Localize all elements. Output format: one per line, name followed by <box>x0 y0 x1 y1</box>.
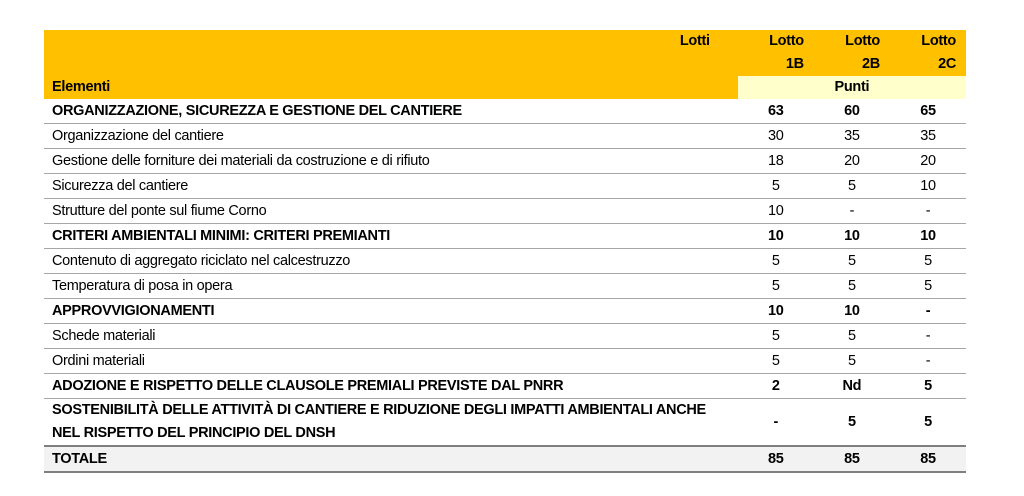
total-row: TOTALE 85 85 85 <box>44 445 966 473</box>
elementi-label: Elementi <box>44 76 738 99</box>
table-row: Temperatura di posa in opera 5 5 5 <box>44 273 966 299</box>
score-lot-2c: 10 <box>889 223 966 249</box>
score-lot-2c: 5 <box>889 248 966 274</box>
score-lot-1b: 5 <box>737 323 814 349</box>
row-label: Organizzazione del cantiere <box>44 123 738 149</box>
score-lot-2b: 60 <box>813 99 890 124</box>
row-label: CRITERI AMBIENTALI MINIMI: CRITERI PREMI… <box>44 223 738 249</box>
row-label: Strutture del ponte sul fiume Corno <box>44 198 738 224</box>
row-label: APPROVVIGIONAMENTI <box>44 298 738 324</box>
section-row: ORGANIZZAZIONE, SICUREZZA E GESTIONE DEL… <box>44 99 966 124</box>
table-row: Gestione delle forniture dei materiali d… <box>44 148 966 174</box>
score-lot-1b: 5 <box>737 173 814 199</box>
section-row: APPROVVIGIONAMENTI 10 10- <box>44 298 966 324</box>
row-label: Sicurezza del cantiere <box>44 173 738 199</box>
row-label: Ordini materiali <box>44 348 738 374</box>
row-label: Temperatura di posa in opera <box>44 273 738 299</box>
row-label: ADOZIONE E RISPETTO DELLE CLAUSOLE PREMI… <box>44 373 738 399</box>
header-row-1: Lotti Lotto Lotto Lotto <box>44 30 966 53</box>
scoring-table: Lotti Lotto Lotto Lotto 1B 2B 2C Element… <box>44 30 966 473</box>
total-label: TOTALE <box>44 445 738 473</box>
score-lot-2c: 5 <box>889 373 966 399</box>
score-lot-1b: 63 <box>737 99 814 124</box>
score-lot-1b: 2 <box>737 373 814 399</box>
score-lot-2b: 5 <box>813 173 890 199</box>
score-lot-2c: - <box>889 323 966 349</box>
score-lot-1b: 10 <box>737 198 814 224</box>
score-lot-2b: 5 <box>813 248 890 274</box>
lot-2b-code: 2B <box>813 53 890 76</box>
table-row: Schede materiali 5 5- <box>44 323 966 349</box>
score-lot-1b: 10 <box>737 298 814 324</box>
score-lot-2b: - <box>813 198 890 224</box>
header-row-2: 1B 2B 2C <box>44 53 966 76</box>
row-label: ORGANIZZAZIONE, SICUREZZA E GESTIONE DEL… <box>44 99 738 124</box>
punti-label: Punti <box>737 76 966 99</box>
lot-2c-code: 2C <box>889 53 966 76</box>
row-label: Gestione delle forniture dei materiali d… <box>44 148 738 174</box>
total-lot-1b: 85 <box>737 445 814 473</box>
lot-1b-code: 1B <box>737 53 814 76</box>
section-row: ADOZIONE E RISPETTO DELLE CLAUSOLE PREMI… <box>44 373 966 399</box>
score-lot-2b: 5 <box>813 273 890 299</box>
score-lot-2c: - <box>889 298 966 324</box>
row-label: Contenuto di aggregato riciclato nel cal… <box>44 248 738 274</box>
header-row-3: Elementi Punti <box>44 76 966 99</box>
score-lot-2b: 10 <box>813 223 890 249</box>
section-row: SOSTENIBILITÀ DELLE ATTIVITÀ DI CANTIERE… <box>44 398 966 447</box>
lot-2b-header: Lotto <box>813 30 890 53</box>
score-lot-1b: 18 <box>737 148 814 174</box>
score-lot-1b: 10 <box>737 223 814 249</box>
lot-1b-header: Lotto <box>737 30 814 53</box>
score-lot-2b: 10 <box>813 298 890 324</box>
table-row: Organizzazione del cantiere 30 35 35 <box>44 123 966 149</box>
score-lot-2b: 5 <box>813 323 890 349</box>
score-lot-2b: 20 <box>813 148 890 174</box>
score-lot-1b: 5 <box>737 273 814 299</box>
score-lot-2c: 65 <box>889 99 966 124</box>
row-label: SOSTENIBILITÀ DELLE ATTIVITÀ DI CANTIERE… <box>44 398 738 447</box>
score-lot-2b: Nd <box>813 373 890 399</box>
score-lot-1b: 5 <box>737 348 814 374</box>
total-lot-2c: 85 <box>889 445 966 473</box>
row-label: Schede materiali <box>44 323 738 349</box>
score-lot-2c: - <box>889 348 966 374</box>
score-lot-2c: 35 <box>889 123 966 149</box>
score-lot-2c: 5 <box>889 273 966 299</box>
score-lot-1b: - <box>737 398 814 447</box>
score-lot-2c: - <box>889 198 966 224</box>
lot-2c-header: Lotto <box>889 30 966 53</box>
score-lot-1b: 5 <box>737 248 814 274</box>
table-row: Strutture del ponte sul fiume Corno 10- - <box>44 198 966 224</box>
score-lot-2c: 10 <box>889 173 966 199</box>
score-lot-2c: 20 <box>889 148 966 174</box>
table-row: Ordini materiali 5 5- <box>44 348 966 374</box>
total-lot-2b: 85 <box>813 445 890 473</box>
score-lot-2b: 35 <box>813 123 890 149</box>
score-lot-1b: 30 <box>737 123 814 149</box>
lotti-label: Lotti <box>44 30 738 53</box>
table-row: Sicurezza del cantiere 5 5 10 <box>44 173 966 199</box>
score-lot-2b: 5 <box>813 348 890 374</box>
section-row: CRITERI AMBIENTALI MINIMI: CRITERI PREMI… <box>44 223 966 249</box>
score-lot-2c: 5 <box>889 398 966 447</box>
score-lot-2b: 5 <box>813 398 890 447</box>
table-row: Contenuto di aggregato riciclato nel cal… <box>44 248 966 274</box>
